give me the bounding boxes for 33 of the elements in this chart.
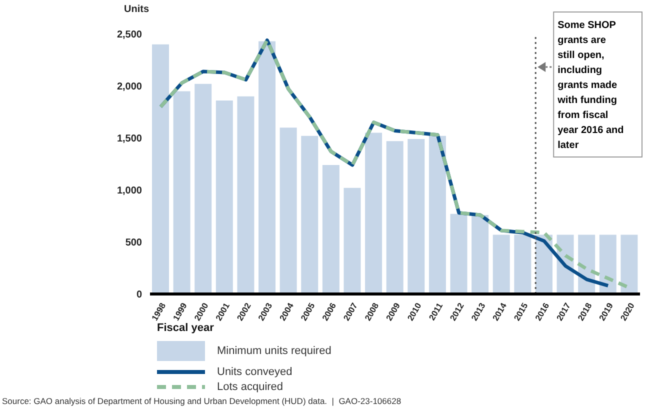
x-axis-title: Fiscal year: [157, 322, 214, 334]
bar: [322, 165, 340, 294]
bar: [450, 214, 468, 294]
bar: [216, 100, 233, 294]
bar: [173, 91, 190, 294]
y-tick-label: 2,500: [116, 30, 142, 41]
bar: [194, 84, 212, 294]
bar: [599, 234, 616, 294]
y-tick-label: 500: [125, 238, 142, 249]
y-tick-label: 1,000: [116, 186, 142, 197]
bar: [152, 44, 169, 294]
bar: [428, 136, 446, 294]
y-axis-title: Units: [124, 4, 149, 15]
bar: [344, 188, 361, 294]
bar: [514, 234, 532, 294]
legend-label: Minimum units required: [217, 345, 332, 357]
bar: [620, 234, 638, 294]
y-tick-label: 1,500: [116, 134, 142, 145]
text: Some SHOP grants are still open, including grants made with funding from fiscal year 2016 and later: [558, 20, 624, 151]
bar: [258, 41, 276, 294]
y-tick-label: 0: [136, 290, 142, 301]
bar: [301, 136, 318, 294]
bar: [472, 214, 489, 294]
source-note: Source: GAO analysis of Department of Housing and Urban Development (HUD) data. | GAO-23-106628: [2, 396, 402, 406]
bar: [365, 132, 382, 294]
legend-label: Units conveyed: [217, 366, 292, 378]
legend-label: Lots acquired: [217, 380, 284, 392]
bar: [492, 234, 510, 294]
y-tick-label: 2,000: [116, 82, 142, 93]
bar: [408, 139, 425, 294]
bar: [280, 128, 297, 294]
bar: [386, 141, 404, 294]
bar: [237, 96, 254, 294]
